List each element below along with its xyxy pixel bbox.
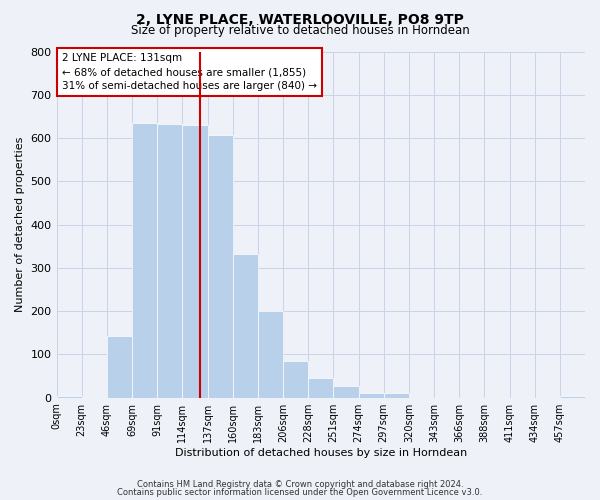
Bar <box>283 362 308 398</box>
Bar <box>233 254 258 398</box>
Text: Size of property relative to detached houses in Horndean: Size of property relative to detached ho… <box>131 24 469 37</box>
Text: Contains public sector information licensed under the Open Government Licence v3: Contains public sector information licen… <box>118 488 482 497</box>
Bar <box>107 336 132 398</box>
Y-axis label: Number of detached properties: Number of detached properties <box>15 137 25 312</box>
Text: 2 LYNE PLACE: 131sqm
← 68% of detached houses are smaller (1,855)
31% of semi-de: 2 LYNE PLACE: 131sqm ← 68% of detached h… <box>62 53 317 91</box>
Text: 2, LYNE PLACE, WATERLOOVILLE, PO8 9TP: 2, LYNE PLACE, WATERLOOVILLE, PO8 9TP <box>136 12 464 26</box>
Bar <box>308 378 334 398</box>
Bar <box>258 311 283 398</box>
Bar <box>334 386 359 398</box>
Text: Contains HM Land Registry data © Crown copyright and database right 2024.: Contains HM Land Registry data © Crown c… <box>137 480 463 489</box>
X-axis label: Distribution of detached houses by size in Horndean: Distribution of detached houses by size … <box>175 448 467 458</box>
Bar <box>182 124 208 398</box>
Bar <box>157 124 182 398</box>
Bar <box>359 392 383 398</box>
Bar <box>56 396 82 398</box>
Bar <box>560 396 585 398</box>
Bar <box>132 123 157 398</box>
Bar <box>383 392 409 398</box>
Bar <box>208 134 233 398</box>
